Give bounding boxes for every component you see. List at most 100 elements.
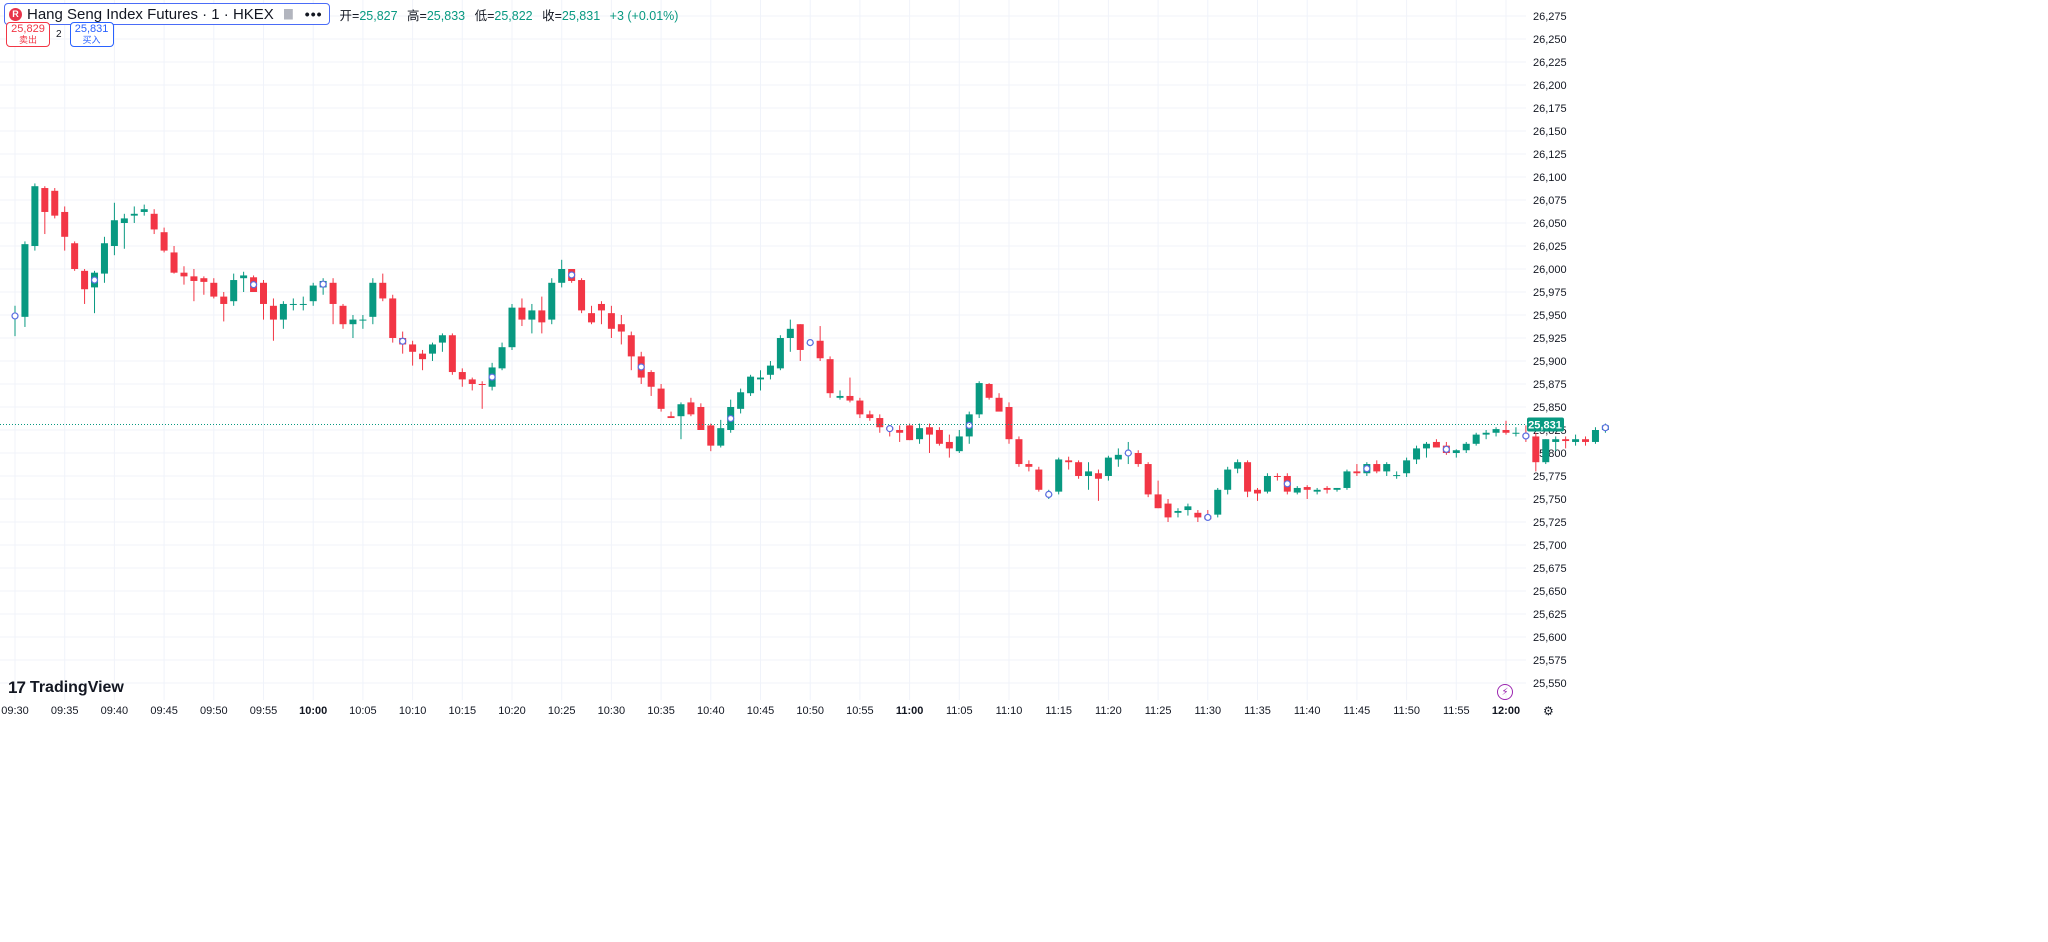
- trade-marker-icon: [90, 276, 99, 284]
- time-tick-label: 10:20: [498, 705, 526, 717]
- sell-button[interactable]: 25,829 卖出: [6, 22, 50, 47]
- price-tick-label: 25,800: [1533, 448, 1567, 460]
- tradingview-logo[interactable]: 17 TradingView: [8, 678, 124, 698]
- time-tick-label: 10:40: [697, 705, 725, 717]
- price-tick-label: 25,850: [1533, 402, 1567, 414]
- trade-marker-icon: [1601, 424, 1610, 432]
- candle-body: [1542, 439, 1550, 463]
- price-tick-label: 25,975: [1533, 287, 1567, 299]
- trade-buttons: 25,829 卖出 2 25,831 买入: [6, 22, 114, 47]
- candle-body: [766, 365, 774, 375]
- candle-body: [260, 282, 267, 304]
- trade-marker-icon: [399, 337, 407, 345]
- candle-body: [737, 392, 745, 409]
- candle-body: [1273, 476, 1281, 477]
- price-tick-label: 26,100: [1533, 172, 1567, 184]
- candle-body: [180, 272, 188, 277]
- candle-body: [468, 379, 476, 384]
- candle-body: [896, 430, 904, 433]
- trade-marker-icon: [1204, 513, 1212, 522]
- time-axis[interactable]: 09:30 09:35 09:40 09:45 09:50 09:55 10:00 10:05…: [1, 705, 1520, 717]
- time-tick-label: 10:55: [846, 705, 874, 717]
- time-tick-label: 09:45: [150, 705, 178, 717]
- candle-body: [925, 427, 933, 435]
- last-price-line: 25,831: [0, 417, 1564, 432]
- time-tick-label: 10:00: [299, 705, 327, 717]
- candle-body: [279, 303, 287, 320]
- time-tick-label: 10:15: [449, 705, 477, 717]
- time-tick-label: 11:40: [1294, 705, 1321, 717]
- candle-body: [508, 307, 516, 348]
- symbol-selector[interactable]: R Hang Seng Index Futures · 1 · HKEX •••: [4, 3, 330, 25]
- time-tick-label: 11:25: [1145, 705, 1172, 717]
- time-tick-label: 10:50: [796, 705, 824, 717]
- candle-body: [289, 303, 297, 305]
- time-tick-label: 11:10: [996, 705, 1023, 717]
- candle-body: [1154, 494, 1162, 509]
- time-tick-label: 11:15: [1045, 705, 1072, 717]
- open-value: 25,827: [359, 8, 398, 23]
- price-tick-label: 26,150: [1533, 126, 1567, 138]
- candle-body: [448, 335, 456, 373]
- candle-body: [1452, 450, 1460, 453]
- trade-marker-icon: [11, 312, 19, 320]
- candle-body: [1114, 454, 1122, 460]
- candle-body: [518, 307, 526, 320]
- price-axis[interactable]: 26,275 26,250 26,225 26,200 26,175 26,150 26,1…: [1533, 11, 1567, 690]
- candle-body: [697, 407, 705, 430]
- trade-marker-icon: [568, 271, 576, 279]
- candle-body: [51, 190, 59, 216]
- more-options-icon[interactable]: •••: [304, 6, 323, 22]
- candle-body: [1244, 462, 1252, 492]
- settings-gear-icon[interactable]: ⚙: [1543, 704, 1554, 718]
- price-tick-label: 25,725: [1533, 517, 1567, 529]
- candle-body: [1413, 448, 1421, 460]
- candle-body: [240, 275, 248, 279]
- price-tick-label: 25,750: [1533, 494, 1567, 506]
- candle-body: [170, 252, 178, 273]
- candle-body: [1035, 469, 1043, 490]
- candle-body: [190, 276, 198, 281]
- candle-body: [1234, 462, 1242, 469]
- candle-body: [607, 313, 615, 329]
- time-tick-label: 11:30: [1194, 705, 1221, 717]
- candle-body: [130, 213, 138, 216]
- candle-body: [1422, 443, 1430, 449]
- trade-marker-icon: [886, 425, 894, 433]
- candle-body: [677, 404, 685, 417]
- time-tick-label: 09:50: [200, 705, 228, 717]
- candle-body: [71, 243, 79, 269]
- lightning-icon[interactable]: ⚡: [1497, 684, 1513, 700]
- candle-body: [409, 344, 417, 352]
- candle-body: [1323, 487, 1331, 490]
- flag-icon[interactable]: [283, 8, 293, 20]
- candle-body: [836, 395, 844, 398]
- high-label: 高=: [407, 8, 427, 23]
- last-price-badge: [1527, 417, 1564, 432]
- candle-body: [916, 428, 924, 440]
- candle-body: [826, 359, 834, 394]
- trade-marker-icon: [1124, 449, 1132, 457]
- candle-body: [200, 278, 208, 282]
- candle-body: [945, 441, 953, 449]
- price-tick-label: 25,925: [1533, 333, 1567, 345]
- candle-body: [985, 384, 993, 398]
- time-tick-label: 12:00: [1492, 705, 1520, 717]
- candle-body: [1005, 407, 1013, 440]
- candle-body: [538, 310, 546, 323]
- buy-button[interactable]: 25,831 买入: [69, 22, 114, 47]
- tradingview-mark-icon: 17: [8, 678, 26, 697]
- candle-body: [21, 244, 29, 317]
- price-tick-label: 26,000: [1533, 264, 1567, 276]
- candle-body: [1383, 464, 1391, 472]
- tradingview-wordmark: TradingView: [29, 679, 124, 696]
- candle-body: [1254, 489, 1261, 494]
- candle-body: [61, 211, 69, 237]
- candle-body: [717, 428, 725, 446]
- trade-marker-icon: [488, 373, 496, 381]
- time-tick-label: 09:40: [101, 705, 129, 717]
- candle-body: [1472, 434, 1480, 444]
- price-tick-label: 25,650: [1533, 586, 1567, 598]
- candle-body: [110, 220, 118, 246]
